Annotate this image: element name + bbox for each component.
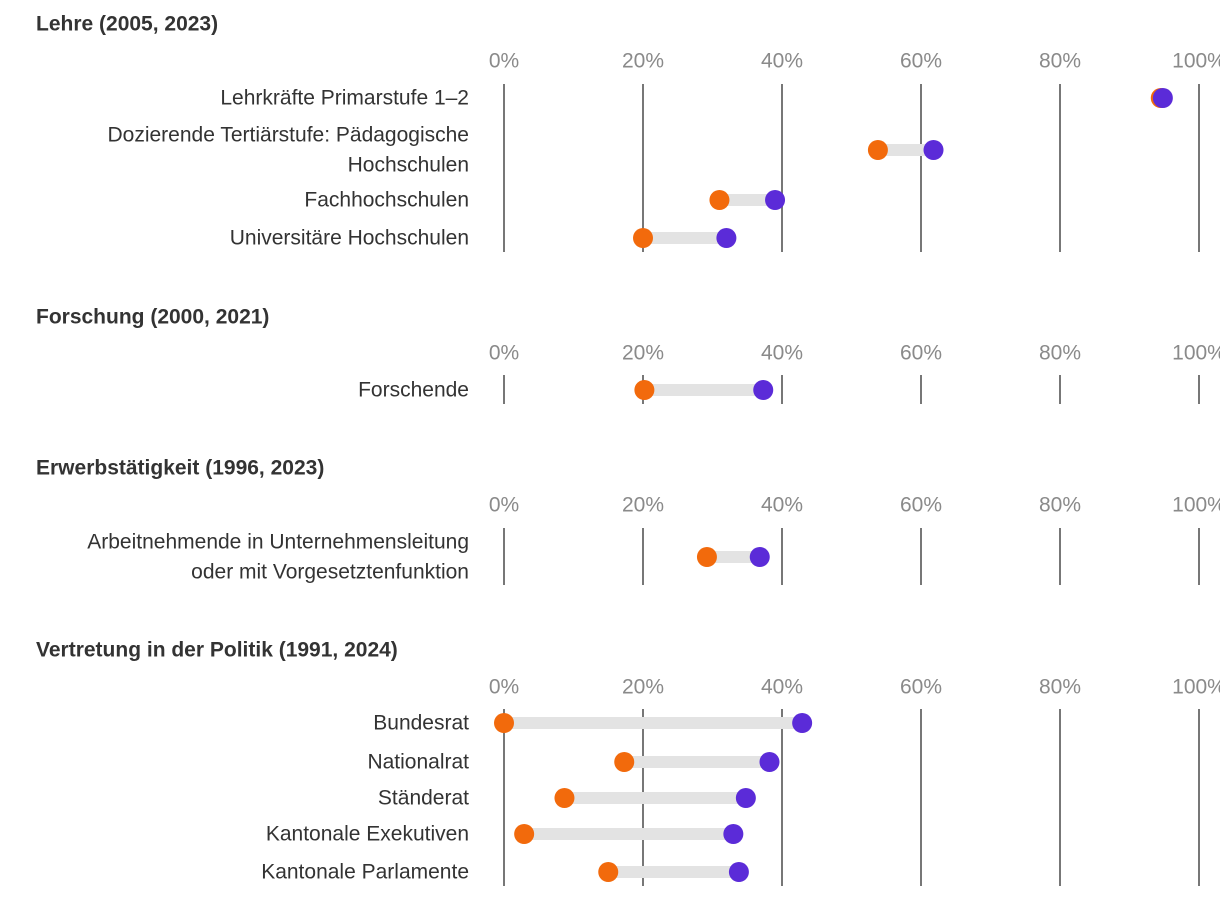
- start-dot: [696, 547, 717, 567]
- start-dot: [709, 190, 730, 210]
- x-tick-label: 60%: [900, 342, 942, 365]
- section-title: Lehre (2005, 2023): [36, 13, 218, 36]
- category-label: Forschende: [358, 379, 469, 402]
- start-dot: [614, 752, 635, 772]
- category-label: Universitäre Hochschulen: [230, 227, 469, 250]
- start-dot: [554, 788, 575, 808]
- category-label: Ständerat: [378, 787, 469, 810]
- end-dot: [759, 752, 780, 772]
- x-tick-label: 80%: [1039, 50, 1081, 73]
- x-tick-label: 100%: [1172, 494, 1220, 517]
- x-tick-label: 20%: [622, 494, 664, 517]
- category-label: Hochschulen: [348, 154, 469, 177]
- x-tick-label: 100%: [1172, 676, 1220, 699]
- category-label: Nationalrat: [367, 751, 469, 774]
- start-dot: [867, 140, 888, 160]
- category-label: Bundesrat: [373, 712, 469, 735]
- end-dot: [728, 862, 749, 882]
- end-dot: [735, 788, 756, 808]
- x-tick-label: 60%: [900, 50, 942, 73]
- end-dot: [1152, 88, 1173, 108]
- x-tick-label: 60%: [900, 494, 942, 517]
- x-tick-label: 0%: [489, 50, 519, 73]
- start-dot: [494, 713, 514, 733]
- end-dot: [716, 228, 737, 248]
- category-label: Fachhochschulen: [304, 189, 469, 212]
- category-label: Arbeitnehmende in Unternehmensleitung: [87, 531, 469, 554]
- section-title: Forschung (2000, 2021): [36, 306, 269, 329]
- end-dot: [923, 140, 944, 160]
- x-tick-label: 40%: [761, 494, 803, 517]
- x-tick-label: 0%: [489, 494, 519, 517]
- category-label: Dozierende Tertiärstufe: Pädagogische: [107, 124, 469, 147]
- end-dot: [753, 380, 774, 400]
- x-tick-label: 40%: [761, 676, 803, 699]
- end-dot: [765, 190, 786, 210]
- start-dot: [633, 228, 653, 248]
- x-tick-label: 40%: [761, 342, 803, 365]
- x-tick-label: 80%: [1039, 676, 1081, 699]
- x-tick-label: 80%: [1039, 494, 1081, 517]
- end-dot: [723, 824, 744, 844]
- x-tick-label: 20%: [622, 676, 664, 699]
- section-title: Vertretung in der Politik (1991, 2024): [36, 639, 398, 662]
- category-label: Kantonale Exekutiven: [266, 823, 469, 846]
- x-tick-label: 0%: [489, 342, 519, 365]
- x-tick-label: 100%: [1172, 342, 1220, 365]
- category-label: Kantonale Parlamente: [261, 861, 469, 884]
- category-label: oder mit Vorgesetztenfunktion: [191, 561, 469, 584]
- x-tick-label: 0%: [489, 676, 519, 699]
- x-tick-label: 60%: [900, 676, 942, 699]
- start-dot: [514, 824, 535, 844]
- x-tick-label: 20%: [622, 342, 664, 365]
- start-dot: [598, 862, 619, 882]
- end-dot: [792, 713, 813, 733]
- x-tick-label: 40%: [761, 50, 803, 73]
- x-tick-label: 20%: [622, 50, 664, 73]
- section-title: Erwerbstätigkeit (1996, 2023): [36, 457, 324, 480]
- end-dot: [749, 547, 770, 567]
- x-tick-label: 100%: [1172, 50, 1220, 73]
- start-dot: [634, 380, 655, 400]
- x-tick-label: 80%: [1039, 342, 1081, 365]
- category-label: Lehrkräfte Primarstufe 1–2: [220, 87, 469, 110]
